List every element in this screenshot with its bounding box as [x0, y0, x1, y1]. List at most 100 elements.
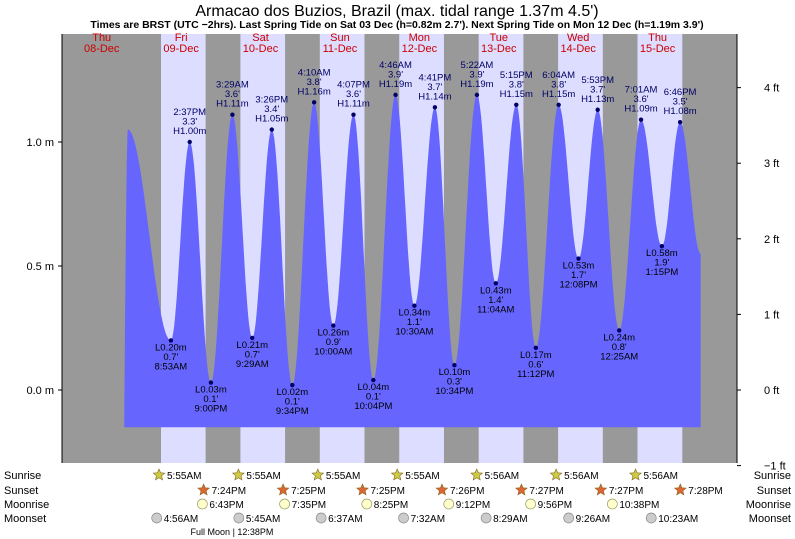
high-tide-marker: [474, 92, 480, 98]
sunset-star-icon: [276, 483, 290, 496]
high-tide-label: H1.14m: [418, 91, 451, 102]
low-tide-label: 8:53AM: [154, 361, 187, 372]
high-tide-label: 4:46AM: [379, 60, 412, 71]
low-tide-label: 0.3': [447, 377, 462, 388]
right-tick-label: 3 ft: [764, 158, 779, 170]
high-tide-label: H1.11m: [216, 99, 249, 110]
low-tide-marker: [250, 335, 255, 341]
moonset-time: 7:32AM: [411, 514, 445, 525]
high-tide-label: 6:46PM: [664, 87, 697, 98]
sunset-time: 7:24PM: [212, 486, 246, 497]
low-tide-label: 0.1': [285, 397, 300, 408]
low-tide-label: L0.21m: [236, 340, 268, 351]
low-tide-marker: [533, 345, 539, 351]
right-tick-label: 1 ft: [764, 309, 779, 321]
low-tide-marker: [617, 328, 622, 333]
low-tide-label: 1.1': [407, 317, 422, 328]
high-tide-label: 7:01AM: [625, 85, 658, 96]
moonset-time: 6:37AM: [328, 514, 362, 525]
high-tide-marker: [311, 100, 317, 105]
moonrise-time: 9:12PM: [456, 500, 490, 511]
moonrise-icon: [197, 498, 208, 510]
high-tide-marker: [230, 112, 235, 117]
sunrise-star-icon: [152, 468, 166, 481]
moonset-time: 4:56AM: [164, 514, 198, 525]
day-weekday-label: Mon: [409, 32, 430, 44]
moonset-icon: [315, 512, 327, 524]
low-tide-marker: [493, 281, 498, 286]
day-weekday-label: Wed: [567, 32, 589, 44]
moonset-time: 10:23AM: [658, 514, 698, 525]
sunrise-star-icon: [231, 468, 245, 481]
sunrise-time: 5:56AM: [485, 471, 519, 482]
sunrise-star-icon: [390, 468, 404, 481]
row-label-moonset-left: Moonset: [4, 513, 46, 525]
moonrise-time: 9:56PM: [538, 500, 572, 511]
high-tide-label: H1.19m: [379, 79, 412, 90]
low-tide-label: L0.20m: [155, 342, 187, 353]
day-date-label: 09-Dec: [163, 43, 199, 55]
sunrise-time: 5:56AM: [564, 471, 598, 482]
day-date-label: 14-Dec: [560, 43, 596, 55]
high-tide-label: 3.8': [307, 77, 322, 88]
sunrise-time: 5:55AM: [246, 471, 280, 482]
low-tide-marker: [331, 323, 336, 328]
moonset-icon: [398, 512, 409, 524]
high-tide-label: 2:37PM: [173, 107, 206, 118]
low-tide-label: 0.7': [163, 352, 178, 363]
high-tide-label: H1.15m: [500, 89, 533, 100]
high-tide-label: 5:22AM: [461, 60, 494, 71]
low-tide-marker: [412, 303, 417, 308]
moonrise-icon: [525, 498, 536, 510]
row-label-moonrise-right: Moonrise: [746, 499, 791, 511]
moonrise-icon: [279, 498, 290, 510]
low-tide-marker: [208, 380, 214, 385]
low-tide-label: 11:12PM: [517, 369, 554, 380]
row-label-sunset-left: Sunset: [4, 485, 38, 497]
high-tide-label: 3:29AM: [216, 80, 249, 91]
low-tide-label: L0.26m: [317, 328, 349, 339]
high-tide-label: H1.16m: [297, 86, 330, 97]
high-tide-label: H1.08m: [663, 106, 696, 117]
day-date-label: 13-Dec: [481, 43, 517, 55]
high-tide-marker: [677, 119, 683, 125]
low-tide-label: 1:15PM: [646, 267, 679, 278]
moonset-time: 9:26AM: [576, 514, 610, 525]
high-tide-label: H1.13m: [581, 94, 614, 105]
row-label-sunrise-right: Sunrise: [754, 470, 791, 482]
high-tide-label: 3.7': [590, 84, 605, 95]
moonset-icon: [233, 512, 245, 524]
sunset-time: 7:27PM: [529, 486, 563, 497]
day-date-label: 08-Dec: [84, 43, 120, 55]
high-tide-label: 3.6': [634, 94, 649, 105]
sunset-star-icon: [673, 483, 687, 496]
moonrise-time: 8:25PM: [374, 500, 408, 511]
moonset-icon: [645, 512, 657, 524]
low-tide-label: 12:08PM: [559, 280, 597, 291]
low-tide-label: 10:04PM: [354, 401, 392, 412]
day-weekday-label: Sat: [252, 32, 269, 44]
full-moon-note: Full Moon | 12:38PM: [191, 527, 274, 537]
sunset-time: 7:27PM: [609, 486, 643, 497]
high-tide-label: 3.6': [346, 89, 361, 100]
sunrise-star-icon: [311, 468, 325, 481]
right-tick-label: −1 ft: [764, 461, 786, 473]
high-tide-label: 3.9': [469, 69, 484, 80]
low-tide-label: L0.24m: [603, 332, 635, 343]
low-tide-label: L0.17m: [520, 350, 552, 361]
sunrise-time: 5:55AM: [167, 471, 201, 482]
sunrise-time: 5:55AM: [326, 471, 360, 482]
low-tide-label: 0.1': [203, 394, 218, 405]
sunset-star-icon: [197, 483, 211, 496]
row-label-moonset-right: Moonset: [749, 513, 791, 525]
moonrise-time: 6:43PM: [209, 500, 243, 511]
day-date-label: 10-Dec: [243, 43, 279, 55]
low-tide-label: 9:00PM: [195, 404, 228, 415]
low-tide-label: 1.4': [488, 295, 503, 306]
day-weekday-label: Thu: [92, 32, 111, 44]
moonrise-time: 10:38PM: [619, 500, 659, 511]
high-tide-marker: [638, 117, 644, 122]
sunset-time: 7:25PM: [291, 486, 325, 497]
chart-title: Armacao dos Buzios, Brazil (max. tidal r…: [195, 3, 598, 20]
moonset-time: 5:45AM: [246, 514, 280, 525]
